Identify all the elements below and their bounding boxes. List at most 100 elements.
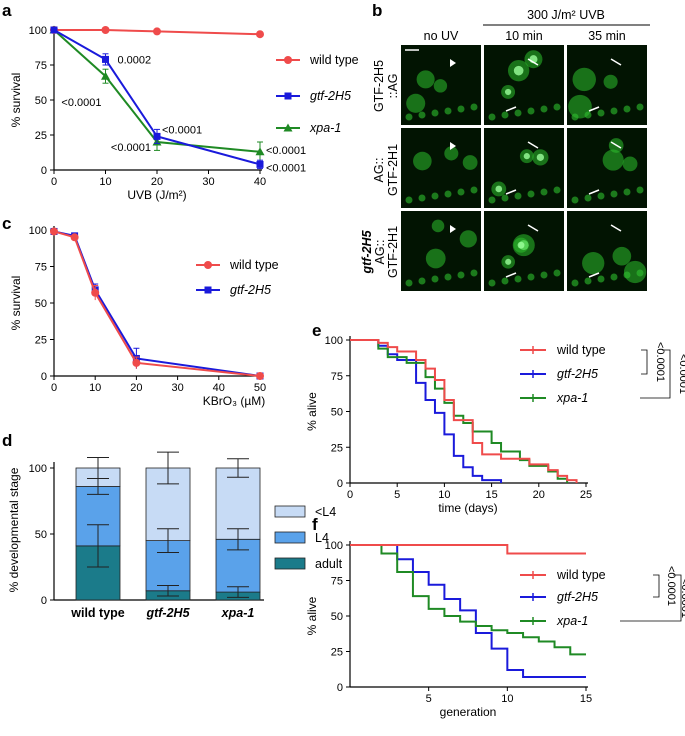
legend-label-gtf-2H5: gtf-2H5 [230,283,271,297]
small-nucleus [636,269,644,277]
series-line-gtf-2H5 [53,29,261,166]
stat-p-value-2: <0.0001 [679,578,685,618]
small-nucleus [405,279,413,287]
panel-b-labels: 300 J/m² UVB no UV 10 min 35 min GTF-2H5… [360,8,650,278]
nucleus [431,219,445,233]
series-line-gtf-2H5 [53,230,261,377]
y-tick-label: 50 [331,407,343,419]
data-point-wild type [153,27,161,36]
row3-label-genotype: gtf-2H5 [360,229,374,274]
arrowhead-marker [450,225,456,233]
small-nucleus [610,107,618,115]
legend-swatch-marker [284,56,292,64]
stat-p-value-1: <0.0001 [654,342,666,382]
data-point-xpa-1 [255,147,265,156]
arrow-marker [505,189,517,195]
chart-a-uvb-survival: 0 25 50 75 100 0 10 20 30 40 % survival UVB (J/m²) 0… [9,25,359,202]
row1-label-line1: GTF-2H5 [372,60,386,112]
small-nucleus [623,188,631,196]
small-nucleus [418,277,426,285]
series-line-wild type [53,230,261,377]
x-axis-label: KBrO₃ (µM) [203,394,265,408]
y-axis-label: % alive [305,596,319,635]
small-nucleus [418,194,426,202]
y-tick-label: 75 [35,60,47,72]
nucleus [623,260,647,284]
nucleus [413,151,432,171]
category-label: gtf-2H5 [145,606,190,620]
legend-swatch [274,505,306,518]
legend-label-gtf-2H5: gtf-2H5 [557,367,598,381]
x-tick-label: 5 [394,489,400,501]
nucleus [612,246,632,266]
legend-swatch-marker [284,92,292,100]
data-point-wild type [256,30,264,39]
chart-e-lifespan: 0 25 50 75 100 0 5 10 15 20 25 % alive time (days) wi… [305,335,685,515]
microscopy-grid [401,45,647,291]
survival-curve-xpa-1 [350,339,569,483]
bar-segment-<L4 [215,467,261,540]
stat-bracket-1 [641,349,648,375]
x-tick-label: 30 [171,382,183,394]
small-nucleus [597,192,605,200]
arrow-marker [610,58,622,66]
nucleus [444,146,459,161]
x-tick-label: 0 [347,489,353,501]
panel-label-e: e [312,321,321,340]
legend-label-wild type: wild type [556,568,606,582]
small-nucleus [444,190,452,198]
nucleus [433,79,448,93]
small-nucleus [597,109,605,117]
data-point-gtf-2H5 [256,160,264,168]
small-nucleus [501,277,509,285]
panel-label-d: d [2,431,12,450]
legend-label: <L4 [315,505,336,519]
y-tick-label: 75 [331,371,343,383]
data-point-gtf-2H5 [50,26,58,34]
small-nucleus [405,196,413,204]
x-tick-label: 20 [130,382,142,394]
y-tick-label: 100 [29,25,47,37]
arrowhead-marker [450,59,456,67]
data-point-wild type [101,26,110,34]
small-nucleus [597,275,605,283]
small-nucleus [444,273,452,281]
y-tick-label: 75 [35,262,47,274]
small-nucleus [527,273,535,281]
small-nucleus [514,109,522,117]
nucleus-spot [504,88,512,96]
x-tick-label: 20 [151,176,163,188]
column-label-35min: 35 min [588,29,626,43]
panel-label-f: f [312,515,318,534]
column-label-10min: 10 min [505,29,543,43]
small-nucleus [418,111,426,119]
y-tick-label: 0 [337,478,343,490]
data-point-wild type [70,233,79,242]
p-value-annotation: 0.0002 [118,54,152,66]
data-point-wild type [256,372,264,380]
p-value-annotation: <0.0001 [266,145,306,157]
chart-f-generations: 0 25 50 75 100 5 10 15 % alive generation wild typ… [305,540,685,719]
nucleus [459,230,477,248]
panel-label-c: c [2,214,11,233]
legend-label-wild type: wild type [556,343,606,357]
arrow-marker [588,272,600,278]
small-nucleus [527,190,535,198]
legend-label-wild type: wild type [309,53,359,67]
nucleus [572,67,596,92]
panel-label-a: a [2,1,12,20]
small-nucleus [457,105,465,113]
y-tick-label: 75 [331,576,343,588]
x-tick-label: 15 [485,489,497,501]
y-axis-label: % alive [305,392,319,431]
small-nucleus [584,111,592,119]
data-point-xpa-1 [101,71,110,80]
row3-label-line1: AG:: [373,239,387,264]
p-value-annotation: <0.0001 [162,124,202,136]
small-nucleus [584,277,592,285]
y-tick-label: 100 [325,335,343,347]
x-tick-label: 50 [254,382,266,394]
small-nucleus [514,275,522,283]
small-nucleus [488,279,496,287]
